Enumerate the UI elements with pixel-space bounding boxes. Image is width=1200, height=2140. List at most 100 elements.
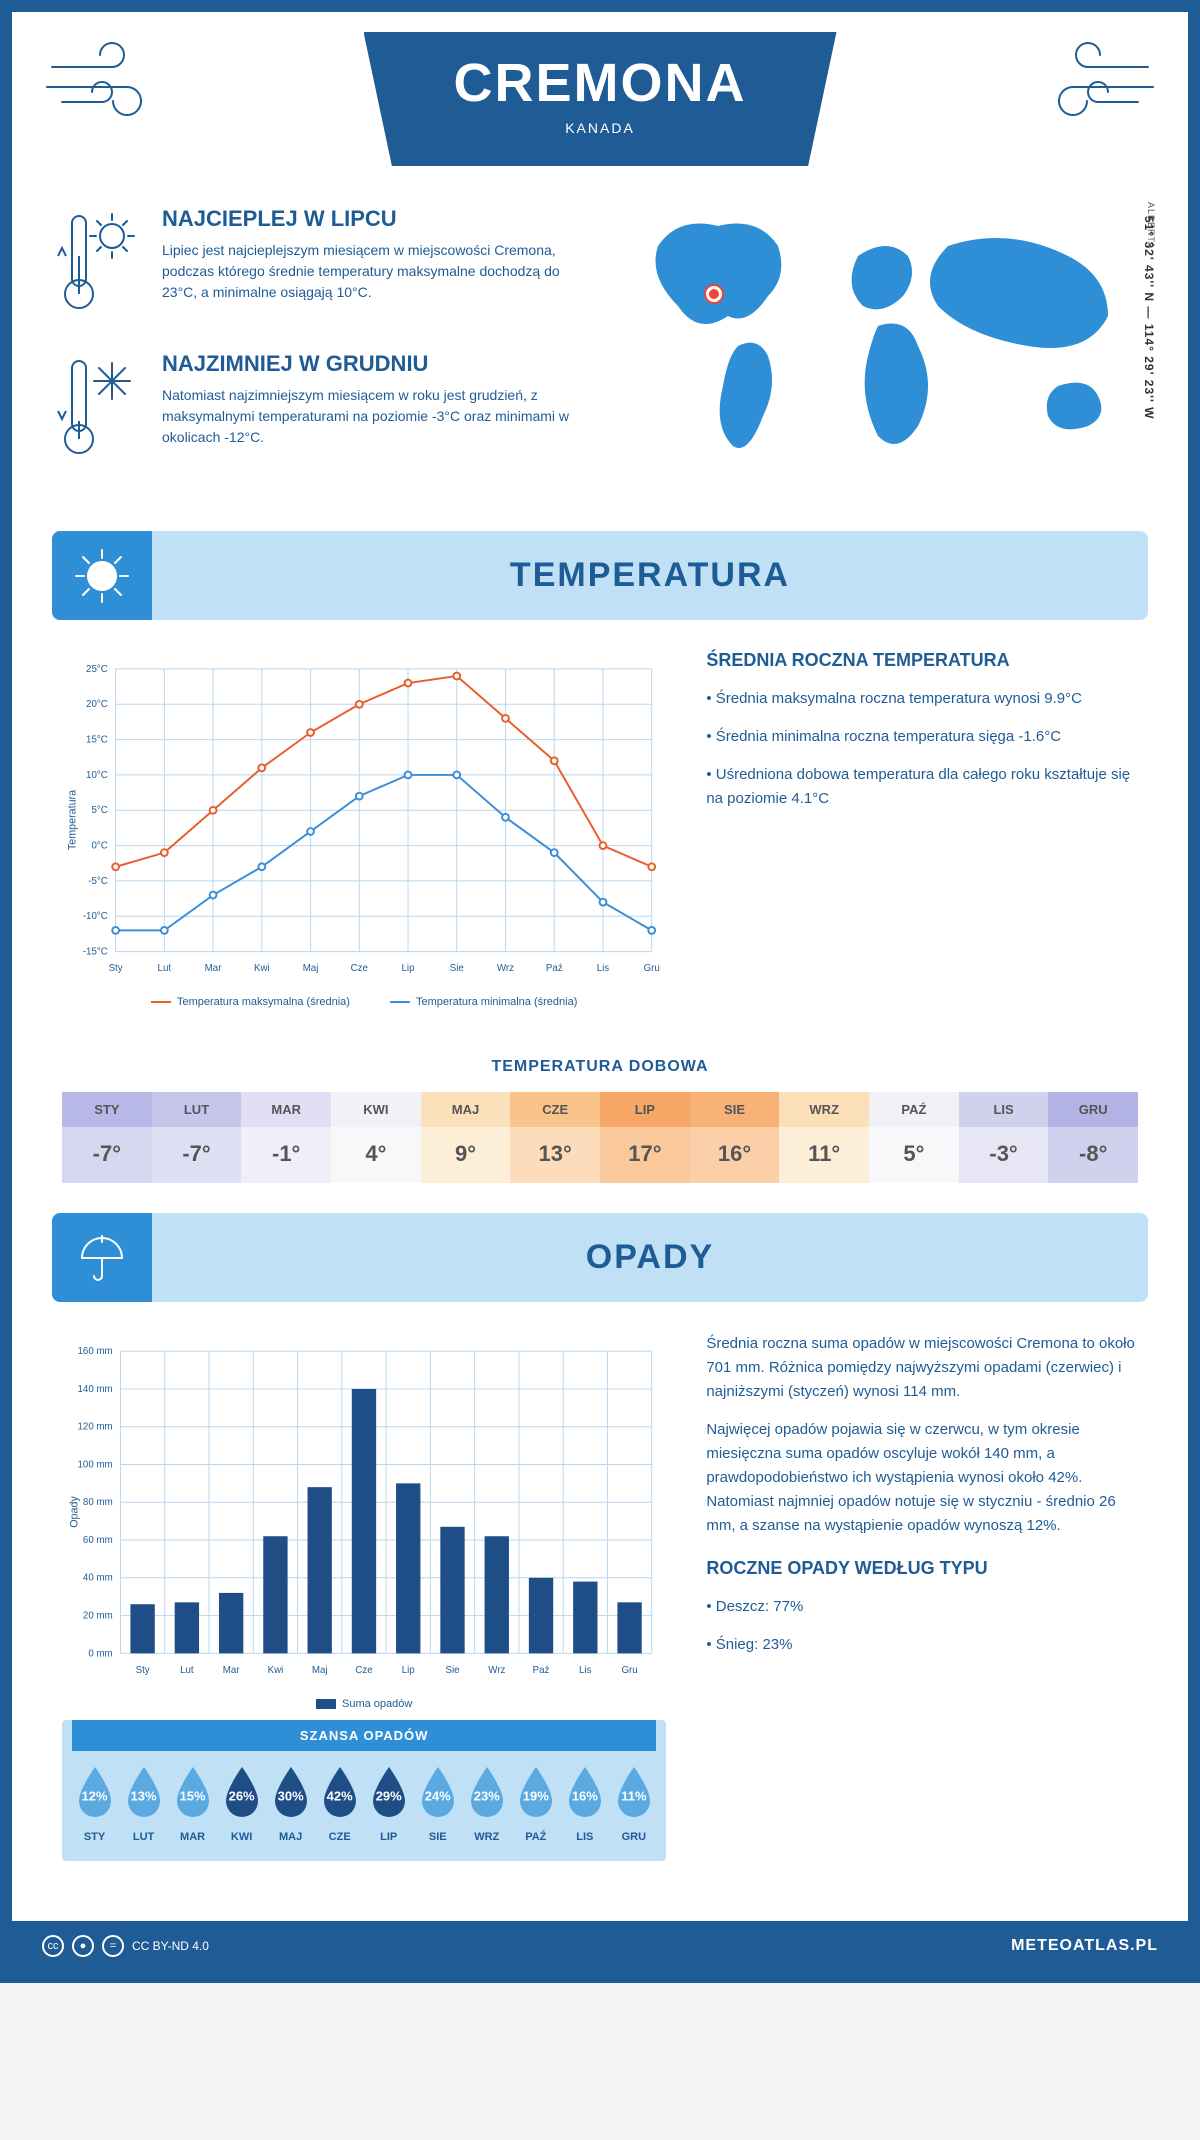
- svg-text:Sie: Sie: [450, 963, 464, 974]
- svg-text:Cze: Cze: [351, 963, 368, 974]
- drop-item: 24%SIE: [415, 1765, 460, 1843]
- daily-table: STY-7°LUT-7°MAR-1°KWI4°MAJ9°CZE13°LIP17°…: [62, 1092, 1138, 1183]
- precip-row: 0 mm20 mm40 mm60 mm80 mm100 mm120 mm140 …: [12, 1332, 1188, 1891]
- temperature-row: -15°C-10°C-5°C0°C5°C10°C15°C20°C25°CStyL…: [12, 650, 1188, 1038]
- svg-text:160 mm: 160 mm: [78, 1346, 113, 1357]
- svg-text:Sty: Sty: [109, 963, 123, 974]
- precip-annual-title: ROCZNE OPADY WEDŁUG TYPU: [706, 1558, 1138, 1579]
- daily-cell: STY-7°: [62, 1092, 152, 1183]
- daily-cell: GRU-8°: [1048, 1092, 1138, 1183]
- thermometer-sun-icon: [52, 206, 142, 321]
- daily-cell: LIP17°: [600, 1092, 690, 1183]
- sun-icon: [52, 531, 152, 620]
- coords-label: 51° 32' 43'' N — 114° 29' 23'' W: [1142, 216, 1156, 419]
- license: cc ● = CC BY-ND 4.0: [42, 1935, 209, 1957]
- daily-cell: LUT-7°: [152, 1092, 242, 1183]
- svg-text:-15°C: -15°C: [83, 947, 108, 958]
- svg-text:Mar: Mar: [223, 1665, 241, 1676]
- annual-title: ŚREDNIA ROCZNA TEMPERATURA: [706, 650, 1138, 671]
- temperature-title: TEMPERATURA: [510, 556, 790, 595]
- svg-text:0°C: 0°C: [91, 841, 107, 852]
- precip-section-head: OPADY: [52, 1213, 1148, 1302]
- precip-snow: • Śnieg: 23%: [706, 1633, 1138, 1657]
- svg-text:Wrz: Wrz: [497, 963, 514, 974]
- svg-text:Gru: Gru: [644, 963, 660, 974]
- svg-text:120 mm: 120 mm: [78, 1422, 113, 1433]
- warmest-text: NAJCIEPLEJ W LIPCU Lipiec jest najcieple…: [162, 206, 588, 321]
- drop-item: 30%MAJ: [268, 1765, 313, 1843]
- drop-item: 12%STY: [72, 1765, 117, 1843]
- coldest-title: NAJZIMNIEJ W GRUDNIU: [162, 351, 588, 377]
- legend-min: Temperatura minimalna (średnia): [416, 996, 577, 1008]
- drop-item: 16%LIS: [562, 1765, 607, 1843]
- svg-text:Lis: Lis: [597, 963, 610, 974]
- drop-item: 42%CZE: [317, 1765, 362, 1843]
- drop-item: 19%PAŹ: [513, 1765, 558, 1843]
- svg-text:20°C: 20°C: [86, 699, 108, 710]
- location-marker: [706, 286, 722, 302]
- header: CREMONA KANADA: [12, 12, 1188, 176]
- svg-text:10°C: 10°C: [86, 770, 108, 781]
- city-title: CREMONA: [454, 52, 747, 114]
- legend-bar: Suma opadów: [342, 1698, 412, 1710]
- svg-text:Opady: Opady: [69, 1496, 81, 1528]
- footer: cc ● = CC BY-ND 4.0 METEOATLAS.PL: [12, 1921, 1188, 1971]
- precip-p1: Średnia roczna suma opadów w miejscowośc…: [706, 1332, 1138, 1404]
- daily-cell: LIS-3°: [959, 1092, 1049, 1183]
- precip-chart-box: 0 mm20 mm40 mm60 mm80 mm100 mm120 mm140 …: [62, 1332, 666, 1861]
- daily-title: TEMPERATURA DOBOWA: [12, 1058, 1188, 1076]
- coldest-block: NAJZIMNIEJ W GRUDNIU Natomiast najzimnie…: [52, 351, 588, 466]
- license-text: CC BY-ND 4.0: [132, 1939, 209, 1953]
- country-subtitle: KANADA: [454, 120, 747, 136]
- svg-text:Gru: Gru: [621, 1665, 637, 1676]
- coldest-desc: Natomiast najzimniejszym miesiącem w rok…: [162, 385, 588, 448]
- svg-text:Sty: Sty: [136, 1665, 150, 1676]
- precip-rain: • Deszcz: 77%: [706, 1595, 1138, 1619]
- drop-item: 23%WRZ: [464, 1765, 509, 1843]
- wind-icon: [42, 42, 182, 122]
- temperature-legend: Temperatura maksymalna (średnia) Tempera…: [62, 996, 666, 1008]
- warmest-title: NAJCIEPLEJ W LIPCU: [162, 206, 588, 232]
- infographic-page: CREMONA KANADA NAJCIEPLEJ W LIPCU Lipiec…: [0, 0, 1200, 1983]
- precip-text: Średnia roczna suma opadów w miejscowośc…: [706, 1332, 1138, 1861]
- svg-text:0 mm: 0 mm: [88, 1648, 112, 1659]
- coldest-text: NAJZIMNIEJ W GRUDNIU Natomiast najzimnie…: [162, 351, 588, 466]
- annual-b3: • Uśredniona dobowa temperatura dla całe…: [706, 763, 1138, 811]
- svg-text:Paź: Paź: [533, 1665, 550, 1676]
- title-banner: CREMONA KANADA: [364, 32, 837, 166]
- svg-text:100 mm: 100 mm: [78, 1459, 113, 1470]
- svg-text:Paź: Paź: [546, 963, 563, 974]
- svg-text:Mar: Mar: [205, 963, 223, 974]
- temperature-chart: -15°C-10°C-5°C0°C5°C10°C15°C20°C25°CStyL…: [62, 650, 666, 1008]
- svg-text:Temperatura: Temperatura: [67, 790, 79, 850]
- by-icon: ●: [72, 1935, 94, 1957]
- daily-cell: KWI4°: [331, 1092, 421, 1183]
- drop-item: 11%GRU: [611, 1765, 656, 1843]
- svg-text:Lip: Lip: [402, 1665, 415, 1676]
- svg-text:Maj: Maj: [303, 963, 319, 974]
- temperature-annual: ŚREDNIA ROCZNA TEMPERATURA • Średnia mak…: [706, 650, 1138, 1008]
- world-map: [628, 206, 1148, 491]
- site-name: METEOATLAS.PL: [1011, 1937, 1158, 1955]
- svg-text:80 mm: 80 mm: [83, 1497, 113, 1508]
- nd-icon: =: [102, 1935, 124, 1957]
- svg-text:25°C: 25°C: [86, 664, 108, 675]
- annual-b2: • Średnia minimalna roczna temperatura s…: [706, 725, 1138, 749]
- svg-text:Kwi: Kwi: [268, 1665, 284, 1676]
- daily-cell: PAŹ5°: [869, 1092, 959, 1183]
- chance-title: SZANSA OPADÓW: [72, 1720, 656, 1751]
- svg-text:Maj: Maj: [312, 1665, 328, 1676]
- warmest-block: NAJCIEPLEJ W LIPCU Lipiec jest najcieple…: [52, 206, 588, 321]
- svg-text:-5°C: -5°C: [88, 876, 108, 887]
- precip-p2: Najwięcej opadów pojawia się w czerwcu, …: [706, 1418, 1138, 1538]
- svg-text:40 mm: 40 mm: [83, 1573, 113, 1584]
- annual-b1: • Średnia maksymalna roczna temperatura …: [706, 687, 1138, 711]
- svg-text:140 mm: 140 mm: [78, 1384, 113, 1395]
- precip-legend: Suma opadów: [62, 1698, 666, 1710]
- svg-text:Lut: Lut: [180, 1665, 194, 1676]
- intro-left: NAJCIEPLEJ W LIPCU Lipiec jest najcieple…: [52, 206, 588, 491]
- wind-icon: [1018, 42, 1158, 122]
- daily-cell: CZE13°: [510, 1092, 600, 1183]
- svg-text:-10°C: -10°C: [83, 911, 108, 922]
- svg-text:5°C: 5°C: [91, 805, 107, 816]
